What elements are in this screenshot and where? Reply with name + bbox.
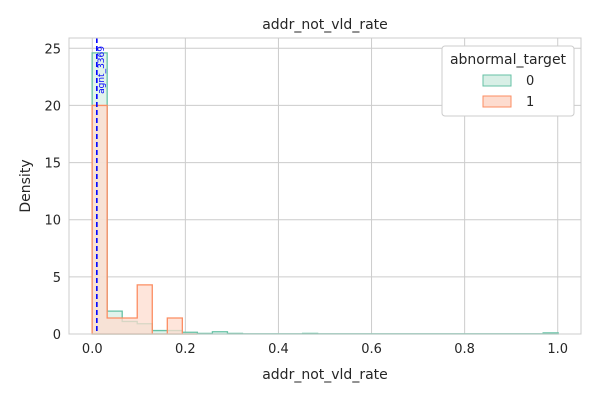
legend-label-1: 1: [526, 95, 534, 110]
axis-spines: [68, 37, 582, 335]
legend: abnormal_target 0 1: [441, 45, 575, 117]
x-tick-label: 1.0: [547, 342, 568, 357]
x-tick-label: 0.6: [361, 342, 382, 357]
x-axis-title: addr_not_vld_rate: [262, 367, 388, 383]
legend-label-0: 0: [526, 74, 534, 89]
chart-title: addr_not_vld_rate: [262, 17, 388, 33]
reference-line-label: agnt_3369: [97, 46, 107, 94]
y-axis-title: Density: [18, 159, 34, 212]
y-tick-label: 0: [53, 328, 61, 343]
histogram-series-1: [91, 104, 198, 335]
plot-frame: [68, 37, 582, 335]
x-tick-labels: 0.0 0.2 0.4 0.6 0.8 1.0: [82, 342, 568, 357]
reference-line: agnt_3369: [96, 38, 107, 334]
legend-swatch-0: [482, 74, 512, 87]
y-tick-label: 15: [44, 157, 61, 172]
x-tick-label: 0.8: [454, 342, 475, 357]
x-tick-label: 0.2: [175, 342, 196, 357]
x-tick-label: 0.0: [82, 342, 103, 357]
y-tick-labels: 0 5 10 15 20 25: [44, 42, 61, 343]
y-tick-label: 20: [44, 99, 61, 114]
y-tick-label: 5: [53, 271, 61, 286]
x-tick-label: 0.4: [268, 342, 289, 357]
legend-title: abnormal_target: [450, 52, 567, 68]
y-tick-label: 25: [44, 42, 61, 57]
y-tick-label: 10: [44, 214, 61, 229]
legend-swatch-1: [482, 95, 512, 108]
